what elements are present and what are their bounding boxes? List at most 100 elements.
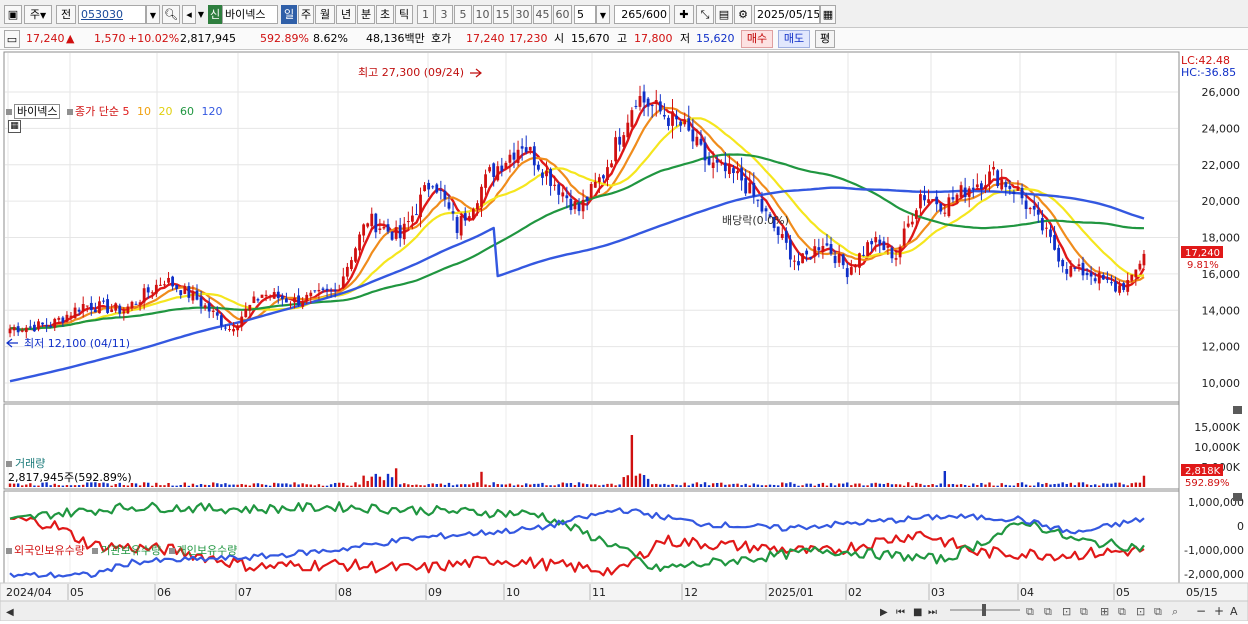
candle-body	[118, 305, 122, 314]
chart-menu-icon[interactable]: ▣	[4, 5, 22, 24]
speaker-icon[interactable]: ◂	[182, 5, 196, 24]
chart-area[interactable]: 26,000 24,000 22,000 20,000 18,000 16,000 14,0…	[0, 50, 1248, 622]
layout-icon-3[interactable]: ⊡	[1062, 605, 1071, 618]
date-input[interactable]: 2025/05/15	[754, 5, 820, 24]
volume-bar	[289, 484, 292, 487]
scroll-right-icon[interactable]: ▶	[880, 607, 888, 618]
candle-body	[276, 291, 280, 299]
candle-body	[419, 194, 422, 218]
stock-name-field[interactable]: 바이넥스	[222, 5, 278, 24]
candle-body	[398, 225, 402, 239]
period-day-tab[interactable]: 일	[281, 5, 297, 24]
prev-button[interactable]: 전	[56, 5, 76, 24]
legend-individual[interactable]: 개인보유수량	[176, 544, 238, 557]
candle-body	[553, 184, 557, 186]
interval-3-button[interactable]: 3	[435, 5, 453, 24]
candle-body	[910, 221, 914, 225]
volume-bar	[1122, 484, 1125, 487]
candle-body	[49, 325, 53, 328]
scroll-left-icon[interactable]: ◀	[6, 607, 14, 618]
period-month-tab[interactable]: 월	[315, 5, 335, 24]
interval-dropdown-icon[interactable]: ▼	[596, 5, 610, 24]
candle-body	[85, 305, 89, 307]
volume-panel-close-icon[interactable]	[1233, 406, 1242, 414]
bar-count-field[interactable]: 265/600	[614, 5, 670, 24]
period-second-tab[interactable]: 초	[376, 5, 394, 24]
volume-bar	[1110, 483, 1113, 487]
interval-5-button[interactable]: 5	[454, 5, 472, 24]
volume-value: 2,817,945주(592.89%)	[8, 471, 132, 484]
quote-expand-icon[interactable]: ▭	[4, 30, 20, 48]
layout-icon-4[interactable]: ⧉	[1080, 605, 1088, 618]
stock-code-input[interactable]: 053030	[78, 5, 146, 24]
gear-icon[interactable]: ⚙	[734, 5, 752, 24]
volume-bar	[366, 480, 369, 487]
stop-icon[interactable]: ■	[913, 607, 922, 618]
layout-icon-6[interactable]: ⧉	[1118, 605, 1126, 618]
volume-bar	[21, 485, 24, 487]
dividend-note: 배당락(0.0%)	[722, 214, 789, 227]
volume-bar	[622, 477, 625, 487]
zoom-in-icon[interactable]: +	[1214, 604, 1224, 618]
legend-foreign[interactable]: 외국인보유수량	[14, 544, 85, 557]
buy-button[interactable]: 매수	[741, 30, 773, 48]
candle-body	[232, 329, 235, 332]
eval-button[interactable]: 평	[815, 30, 835, 48]
magnify-icon[interactable]: ⌕	[1172, 605, 1178, 618]
period-tick-tab[interactable]: 틱	[395, 5, 413, 24]
crosshair-icon[interactable]: ✚	[674, 5, 694, 24]
custom-interval-input[interactable]: 5	[574, 5, 596, 24]
volume-bar	[793, 483, 796, 487]
table-view-icon[interactable]: ▦	[8, 120, 21, 133]
candle-body	[81, 304, 85, 311]
volume-bar	[342, 482, 345, 487]
scroll-bar[interactable]	[0, 600, 1248, 622]
period-week-tab[interactable]: 주	[298, 5, 314, 24]
layout-icon-2[interactable]: ⧉	[1044, 605, 1052, 618]
sell-button[interactable]: 매도	[778, 30, 810, 48]
rewind-icon[interactable]: ⏮	[896, 607, 905, 618]
speaker-dropdown-icon[interactable]: ▼	[197, 10, 205, 19]
layout-icon-5[interactable]: ⊞	[1100, 605, 1109, 618]
volume-bar	[248, 485, 252, 487]
interval-15-button[interactable]: 15	[493, 5, 512, 24]
candle-body	[874, 237, 878, 243]
volume-title[interactable]: 거래량	[15, 457, 46, 470]
layout-icon-8[interactable]: ⧉	[1154, 605, 1162, 618]
calendar-icon[interactable]: ▦	[820, 5, 836, 24]
legend-ma-label[interactable]: 종가 단순	[74, 105, 119, 118]
font-size-icon[interactable]: A	[1230, 605, 1238, 618]
volume-bar	[138, 485, 142, 487]
layout-icon-7[interactable]: ⊡	[1136, 605, 1145, 618]
candle-body	[463, 213, 467, 221]
interval-60-button[interactable]: 60	[553, 5, 572, 24]
holding-panel-close-icon[interactable]	[1233, 493, 1242, 501]
legend-institution[interactable]: 기관보유수량	[100, 544, 162, 557]
zoom-out-icon[interactable]: −	[1196, 604, 1206, 618]
legend-stock-name[interactable]: 바이넥스	[14, 104, 61, 119]
zoom-slider-handle[interactable]	[982, 604, 986, 616]
candle-body	[711, 162, 715, 168]
chart-svg[interactable]: 26,000 24,000 22,000 20,000 18,000 16,000 14,0…	[0, 50, 1248, 622]
interval-10-button[interactable]: 10	[473, 5, 492, 24]
period-minute-tab[interactable]: 분	[357, 5, 375, 24]
volume-bar	[740, 485, 743, 487]
volume-bar	[752, 483, 755, 487]
search-icon[interactable]: 🔍︎	[162, 5, 180, 24]
mode-dropdown[interactable]: 주▼	[24, 5, 52, 24]
volume-bar	[195, 485, 199, 487]
forward-icon[interactable]: ⏭	[928, 607, 937, 618]
interval-1-button[interactable]: 1	[417, 5, 434, 24]
candle-body	[569, 198, 573, 211]
layout-icon-1[interactable]: ⧉	[1026, 605, 1034, 618]
interval-30-button[interactable]: 30	[513, 5, 532, 24]
volume-bar	[634, 475, 638, 487]
save-icon[interactable]: ▤	[715, 5, 733, 24]
current-price-tag	[1181, 246, 1223, 258]
draw-tool-icon[interactable]: ⤡	[696, 5, 714, 24]
period-year-tab[interactable]: 년	[336, 5, 356, 24]
code-dropdown-icon[interactable]: ▼	[146, 5, 160, 24]
candle-body	[154, 284, 158, 294]
interval-45-button[interactable]: 45	[533, 5, 552, 24]
volume-bar	[256, 483, 260, 487]
